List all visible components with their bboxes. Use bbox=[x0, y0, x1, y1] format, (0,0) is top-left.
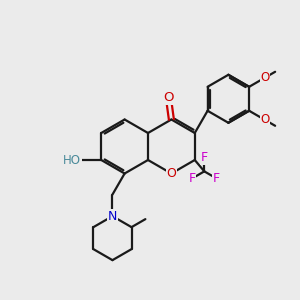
Text: O: O bbox=[260, 71, 269, 84]
Text: F: F bbox=[201, 151, 208, 164]
Text: O: O bbox=[163, 91, 174, 104]
Text: F: F bbox=[213, 172, 220, 185]
Text: N: N bbox=[108, 210, 117, 223]
Text: F: F bbox=[189, 172, 196, 185]
Text: O: O bbox=[167, 167, 176, 180]
Text: O: O bbox=[260, 113, 269, 126]
Text: HO: HO bbox=[63, 154, 81, 166]
